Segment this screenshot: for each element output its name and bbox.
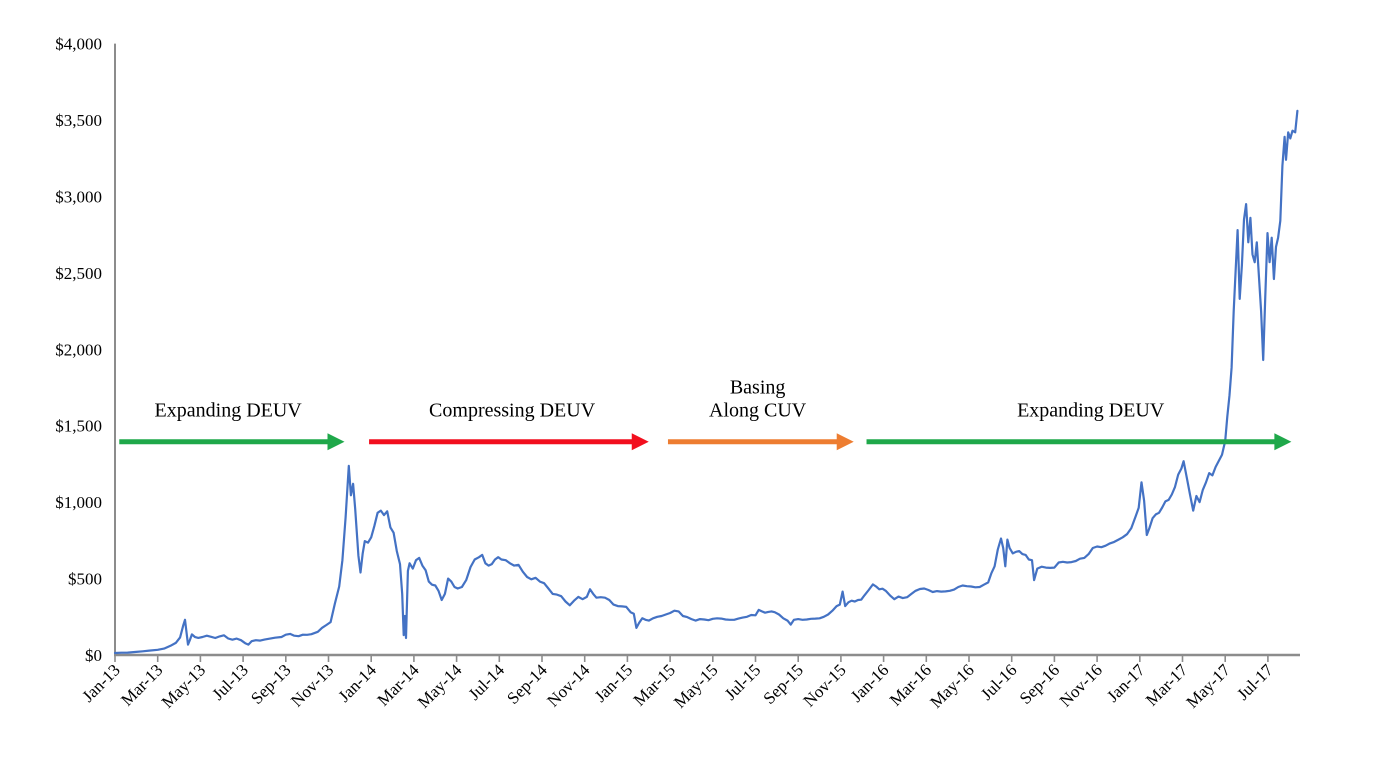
x-axis-label: Jul-15 xyxy=(721,660,764,703)
y-axis-label: $1,000 xyxy=(55,493,102,512)
x-axis-label: Jul-13 xyxy=(208,660,251,703)
x-axis-label: Mar-14 xyxy=(373,660,423,710)
annotation-label: Compressing DEUV xyxy=(429,400,596,422)
x-axis-label: Mar-15 xyxy=(630,660,679,709)
x-axis-label: Mar-13 xyxy=(117,660,166,709)
trend-arrow-head xyxy=(836,433,854,451)
annotation-label: Expanding DEUV xyxy=(155,400,303,422)
x-axis-label: May-15 xyxy=(670,660,721,711)
annotation-label: Basing xyxy=(730,376,786,398)
y-axis-label: $1,500 xyxy=(55,417,102,436)
x-axis-label: Jan-17 xyxy=(1103,660,1149,706)
x-axis-label: May-16 xyxy=(926,660,977,711)
x-axis-label: Nov-15 xyxy=(800,660,850,710)
x-axis-label: Sep-13 xyxy=(247,660,294,707)
x-axis-label: Jan-16 xyxy=(847,660,892,705)
trend-arrow-head xyxy=(327,433,345,451)
x-axis-label: Jan-15 xyxy=(591,660,636,705)
x-axis-label: Jan-14 xyxy=(335,660,381,706)
y-axis-label: $3,000 xyxy=(55,187,102,206)
y-axis-label: $4,000 xyxy=(55,35,102,54)
x-axis-label: Nov-16 xyxy=(1056,660,1106,710)
x-axis-label: May-14 xyxy=(414,660,466,712)
x-axis-label: Sep-15 xyxy=(760,660,807,707)
x-axis-label: Jan-13 xyxy=(78,660,123,705)
x-axis-label: Mar-17 xyxy=(1142,660,1192,710)
x-axis-label: Mar-16 xyxy=(886,660,935,709)
x-axis-label: Sep-14 xyxy=(503,660,551,708)
y-axis-label: $500 xyxy=(68,570,102,589)
x-axis-label: Jul-16 xyxy=(977,660,1020,703)
price-line xyxy=(113,109,1299,655)
x-axis-label: Sep-16 xyxy=(1016,660,1063,707)
y-axis-label: $2,500 xyxy=(55,264,102,283)
x-axis-label: May-17 xyxy=(1183,660,1235,712)
trend-arrow-head xyxy=(1274,433,1292,451)
annotation-label: Expanding DEUV xyxy=(1017,400,1165,422)
trend-arrow-head xyxy=(631,433,649,451)
x-axis-label: Jul-14 xyxy=(465,660,509,704)
y-axis-label: $2,000 xyxy=(55,340,102,359)
y-axis-label: $3,500 xyxy=(55,111,102,130)
x-axis-label: Jul-17 xyxy=(1233,660,1277,704)
x-axis-label: Nov-14 xyxy=(543,660,594,711)
x-axis-label: Nov-13 xyxy=(287,660,337,710)
x-axis-label: May-13 xyxy=(158,660,209,711)
annotation-label: Along CUV xyxy=(709,400,807,422)
y-axis-label: $0 xyxy=(85,646,102,665)
